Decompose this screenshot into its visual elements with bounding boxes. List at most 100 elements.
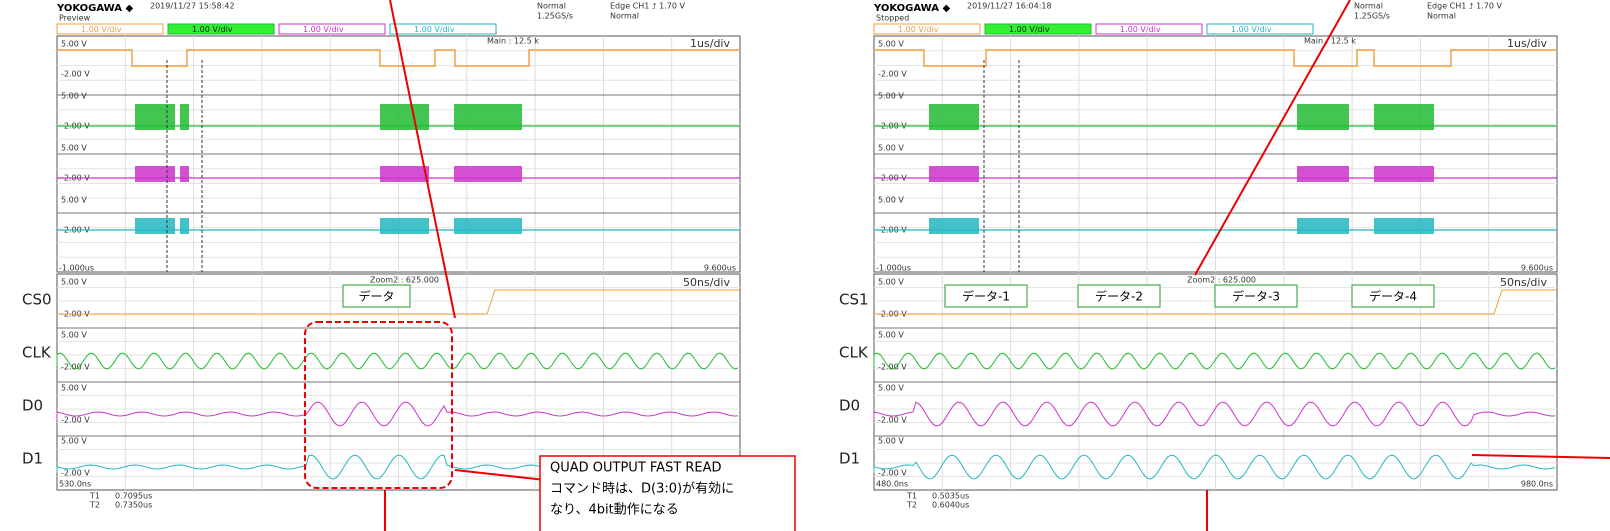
- volt-label: -2.00 V: [61, 363, 90, 372]
- arrow: [454, 469, 546, 481]
- main-timebase: 1us/div: [690, 37, 730, 50]
- data-label-box: [1214, 284, 1298, 308]
- zoom-label: Zoom2 : 625.000: [370, 276, 439, 285]
- channel-scale-box: [984, 23, 1092, 35]
- burst: [454, 104, 522, 130]
- signal-label: D0: [839, 397, 860, 415]
- data-label-box: [342, 284, 411, 308]
- timestamp: 2019/11/27 15:58:42: [150, 2, 235, 11]
- highlight-box: [304, 321, 453, 489]
- burst: [1297, 218, 1349, 234]
- trigger: Edge CH1 ⮥ 1.70 V: [610, 2, 686, 11]
- volt-label: -2.00 V: [61, 70, 90, 79]
- burst: [929, 104, 979, 130]
- volt-label: 5.00 V: [878, 278, 904, 287]
- volt-label: 5.00 V: [61, 331, 87, 340]
- channel-scale-box: [1095, 23, 1203, 35]
- burst: [180, 218, 189, 234]
- channel-scale-box: [56, 23, 164, 35]
- data-label: データ: [358, 289, 394, 304]
- channel-scale-box: [167, 23, 275, 35]
- channel-scale: 1.00 V/div: [192, 25, 233, 34]
- volt-label: -2.00 V: [61, 469, 90, 478]
- trigger-mode: Normal: [610, 12, 639, 21]
- volt-label: 5.00 V: [878, 40, 904, 49]
- volt-label: -2.00 V: [61, 416, 90, 425]
- arrow: [1471, 454, 1610, 459]
- zoom-end: 980.0ns: [1521, 480, 1553, 489]
- mode: Normal: [1354, 2, 1383, 11]
- burst: [1374, 104, 1434, 130]
- burst: [180, 166, 189, 182]
- channel-scale: 1.00 V/div: [1120, 25, 1161, 34]
- volt-label: 5.00 V: [878, 384, 904, 393]
- data-label-box: [1077, 284, 1161, 308]
- zoom-waveform: [873, 401, 1556, 427]
- zoom-waveform: [874, 289, 1557, 315]
- burst: [135, 104, 175, 130]
- zoom-waveform: [56, 401, 739, 427]
- mode: Normal: [537, 2, 566, 11]
- channel-scale: 1.00 V/div: [898, 25, 939, 34]
- zoom-waveform: [873, 352, 1556, 370]
- callout-text: コマンド時は、D(3:0)が有効に: [550, 482, 734, 497]
- burst: [180, 104, 189, 130]
- zoom-waveform: [873, 454, 1556, 480]
- channel-scale: 1.00 V/div: [303, 25, 344, 34]
- burst: [380, 218, 429, 234]
- zoom-start: 530.0ns: [59, 480, 91, 489]
- channel-scale: 1.00 V/div: [81, 25, 122, 34]
- volt-label: -2.00 V: [878, 416, 907, 425]
- data-label-box: [944, 284, 1028, 308]
- channel-scale-box: [278, 23, 386, 35]
- data-label-box: [1351, 284, 1435, 308]
- channel-scale: 1.00 V/div: [1231, 25, 1272, 34]
- main-start: -1.000us: [59, 264, 94, 273]
- volt-label: -2.00 V: [878, 469, 907, 478]
- callout-text: QUAD OUTPUT FAST READ: [550, 461, 722, 476]
- arrow: [1194, 0, 1351, 276]
- main-label: Main : 12.5 k: [487, 37, 539, 46]
- main-label: Main : 12.5 k: [1304, 37, 1356, 46]
- zoom-timebase: 50ns/div: [1500, 276, 1547, 289]
- volt-label: 5.00 V: [878, 331, 904, 340]
- volt-label: 5.00 V: [61, 437, 87, 446]
- arrow: [389, 0, 456, 319]
- cursor-value: 0.6040us: [932, 501, 969, 510]
- sample-rate: 1.25GS/s: [1354, 12, 1390, 21]
- brand: YOKOGAWA ◆: [56, 3, 133, 14]
- burst: [929, 166, 979, 182]
- volt-label: 5.00 V: [61, 92, 87, 101]
- volt-label: 5.00 V: [61, 144, 87, 153]
- volt-label: 5.00 V: [61, 196, 87, 205]
- trigger: Edge CH1 ⮥ 1.70 V: [1427, 2, 1503, 11]
- channel-scale: 1.00 V/div: [1009, 25, 1050, 34]
- sample-rate: 1.25GS/s: [537, 12, 573, 21]
- zoom-start: 480.0ns: [876, 480, 908, 489]
- cursor-value: 0.7350us: [115, 501, 152, 510]
- burst: [454, 218, 522, 234]
- cursor-name: T1: [906, 492, 917, 501]
- brand: YOKOGAWA ◆: [873, 3, 950, 14]
- cursor-value: 0.7095us: [115, 492, 152, 501]
- data-label: データ-1: [962, 289, 1010, 304]
- data-label: データ-2: [1095, 289, 1143, 304]
- channel-scale: 1.00 V/div: [414, 25, 455, 34]
- waveform: [874, 49, 1557, 67]
- volt-label: 5.00 V: [61, 40, 87, 49]
- burst: [454, 166, 522, 182]
- burst: [135, 218, 175, 234]
- burst: [1297, 104, 1349, 130]
- signal-label: D1: [839, 450, 860, 468]
- signal-label: CLK: [839, 344, 869, 362]
- channel-scale-box: [873, 23, 981, 35]
- timestamp: 2019/11/27 16:04:18: [967, 2, 1052, 11]
- signal-label: CS0: [22, 291, 52, 309]
- volt-label: -2.00 V: [878, 70, 907, 79]
- burst: [1297, 166, 1349, 182]
- burst: [380, 104, 429, 130]
- burst: [929, 218, 979, 234]
- volt-label: 5.00 V: [61, 278, 87, 287]
